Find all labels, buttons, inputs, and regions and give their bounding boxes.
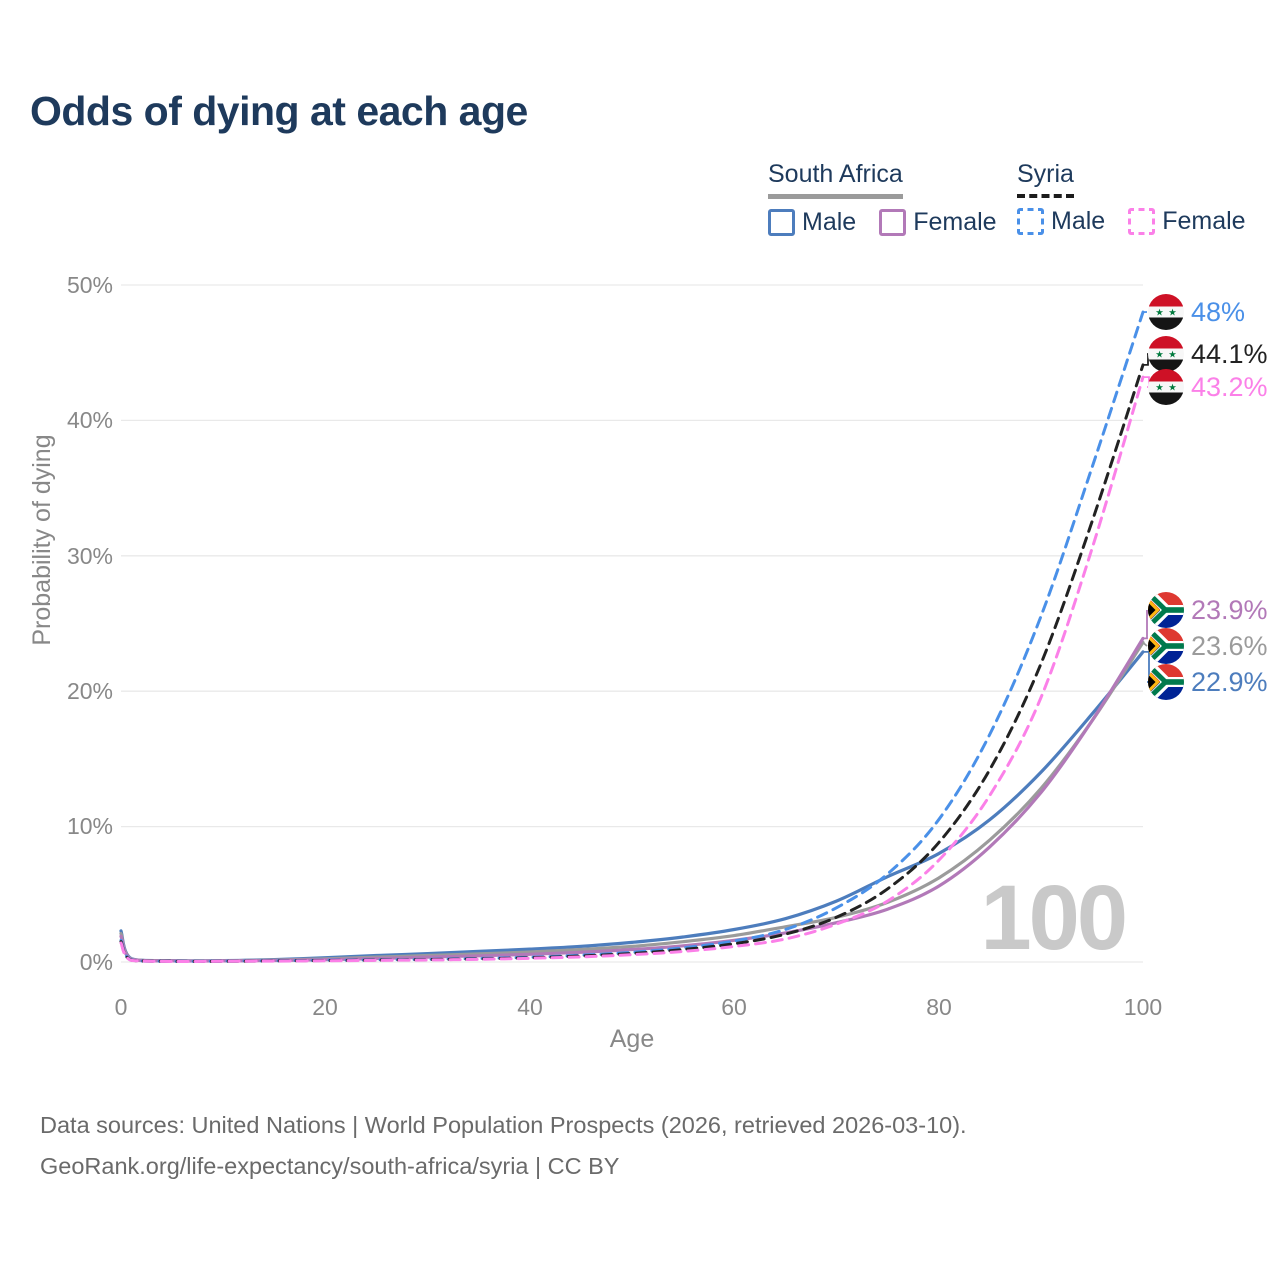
legend-heading-south-africa[interactable]: South Africa — [768, 160, 903, 199]
end-label-connector-za-both — [1142, 641, 1148, 647]
end-label-syria-female: 43.2% — [1148, 369, 1268, 405]
gridlines — [121, 284, 1143, 963]
x-tick-20: 20 — [312, 994, 338, 1020]
south-africa-flag-icon — [1148, 628, 1184, 664]
y-tick-40: 40% — [66, 407, 113, 433]
age-counter-watermark: 100 — [980, 867, 1129, 969]
data-sources-line2[interactable]: GeoRank.org/life-expectancy/south-africa… — [40, 1153, 620, 1179]
line-sy-female[interactable] — [119, 375, 1145, 964]
end-label-south-africa-female: 23.9% — [1148, 592, 1268, 628]
x-tick-60: 60 — [721, 994, 747, 1020]
end-label-value-south-africa-both: 23.6% — [1191, 631, 1268, 661]
x-tick-0: 0 — [114, 994, 128, 1020]
y-tick-50: 50% — [66, 272, 113, 298]
legend-label-syria-female[interactable]: Female — [1162, 207, 1246, 235]
y-tick-20: 20% — [66, 678, 113, 704]
end-label-syria-male: 48% — [1148, 294, 1245, 330]
x-axis-title: Age — [609, 1025, 655, 1053]
south-africa-flag-icon — [1148, 664, 1184, 700]
legend-label-south-africa-female[interactable]: Female — [913, 208, 997, 236]
line-sy-both[interactable] — [119, 363, 1145, 963]
x-tick-40: 40 — [517, 994, 543, 1020]
x-tick-100: 100 — [1123, 994, 1163, 1020]
y-tick-0: 0% — [79, 949, 113, 975]
end-label-south-africa-both: 23.6% — [1148, 628, 1268, 664]
syria-flag-icon — [1148, 294, 1184, 330]
data-sources-line1: Data sources: United Nations | World Pop… — [40, 1112, 967, 1138]
end-label-value-syria-both: 44.1% — [1191, 339, 1268, 369]
end-label-connector-za-female — [1142, 610, 1148, 640]
line-za-both[interactable] — [119, 640, 1145, 963]
legend-swatch-south-africa-female[interactable] — [879, 209, 907, 236]
x-tick-80: 80 — [926, 994, 952, 1020]
data-sources: Data sources: United Nations | World Pop… — [40, 1105, 967, 1187]
line-sy-male[interactable] — [119, 310, 1145, 963]
end-label-value-syria-female: 43.2% — [1191, 372, 1268, 402]
syria-flag-icon — [1148, 336, 1184, 372]
line-za-male[interactable] — [119, 650, 1145, 963]
end-label-south-africa-male: 22.9% — [1148, 664, 1268, 700]
y-tick-10: 10% — [66, 813, 113, 839]
y-tick-30: 30% — [66, 543, 113, 569]
end-label-value-south-africa-male: 22.9% — [1191, 667, 1268, 697]
end-label-syria-both: 44.1% — [1148, 336, 1268, 372]
south-africa-flag-icon — [1148, 592, 1184, 628]
legend-label-south-africa-male[interactable]: Male — [802, 208, 857, 236]
end-label-value-south-africa-female: 23.9% — [1191, 595, 1268, 625]
y-axis-title: Probability of dying — [28, 434, 56, 646]
legend-label-syria-male[interactable]: Male — [1051, 207, 1106, 235]
syria-flag-icon — [1148, 369, 1184, 405]
page-title: Odds of dying at each age — [30, 88, 528, 134]
legend-heading-syria[interactable]: Syria — [1017, 160, 1074, 198]
end-label-connector-sy-both — [1142, 353, 1149, 366]
legend-swatch-syria-female[interactable] — [1128, 208, 1156, 235]
legend-group-syria: Syria Male Female — [1017, 160, 1246, 236]
legend-group-south-africa: South Africa Male Female — [768, 160, 997, 237]
legend-swatch-south-africa-male[interactable] — [768, 209, 795, 236]
end-label-value-syria-male: 48% — [1191, 297, 1246, 327]
legend-swatch-syria-male[interactable] — [1017, 208, 1044, 235]
line-za-female[interactable] — [119, 636, 1145, 963]
